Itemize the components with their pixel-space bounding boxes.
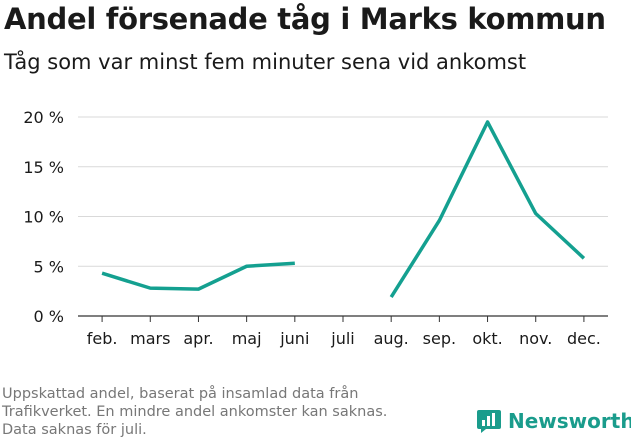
x-tick-label: mars bbox=[130, 329, 170, 348]
x-tick-label: okt. bbox=[472, 329, 502, 348]
x-tick-label: dec. bbox=[567, 329, 601, 348]
footnote-line: Data saknas för juli. bbox=[2, 422, 147, 438]
y-tick-label: 15 % bbox=[23, 158, 64, 177]
y-tick-label: 10 % bbox=[23, 208, 64, 227]
chart-title: Andel försenade tåg i Marks kommun bbox=[4, 2, 606, 36]
series-line-segment bbox=[101, 261, 295, 291]
brand-logo[interactable]: Newsworthy bbox=[476, 408, 631, 434]
x-tick-label: nov. bbox=[519, 329, 552, 348]
x-tick-label: sep. bbox=[423, 329, 456, 348]
footnote: Uppskattad andel, baserat på insamlad da… bbox=[2, 385, 442, 439]
x-tick-label: aug. bbox=[374, 329, 409, 348]
y-tick-label: 5 % bbox=[34, 257, 64, 276]
y-tick-label: 20 % bbox=[23, 108, 64, 127]
series-lines bbox=[101, 120, 586, 299]
x-tick-label: juli bbox=[330, 329, 354, 348]
line-chart: 0 % 5 % 10 % 15 % 20 % feb. mars apr. maj juni ju… bbox=[23, 108, 608, 348]
y-tick-label: 0 % bbox=[34, 307, 64, 326]
x-tick-label: apr. bbox=[183, 329, 213, 348]
footnote-line: Trafikverket. En mindre andel ankomster … bbox=[2, 404, 388, 420]
chart-subtitle: Tåg som var minst fem minuter sena vid a… bbox=[4, 50, 527, 74]
x-axis: feb. mars apr. maj juni juli aug. sep. okt. nov. d… bbox=[78, 315, 608, 348]
x-tick-label: feb. bbox=[87, 329, 118, 348]
grid-lines bbox=[78, 116, 608, 267]
footnote-line: Uppskattad andel, baserat på insamlad da… bbox=[2, 386, 359, 402]
series-line-segment bbox=[389, 120, 586, 299]
x-tick-label: maj bbox=[232, 329, 262, 348]
y-axis-labels: 0 % 5 % 10 % 15 % 20 % bbox=[23, 108, 64, 326]
brand-name: Newsworthy bbox=[508, 409, 631, 433]
x-tick-label: juni bbox=[279, 329, 309, 348]
bar-chart-icon bbox=[477, 410, 501, 433]
